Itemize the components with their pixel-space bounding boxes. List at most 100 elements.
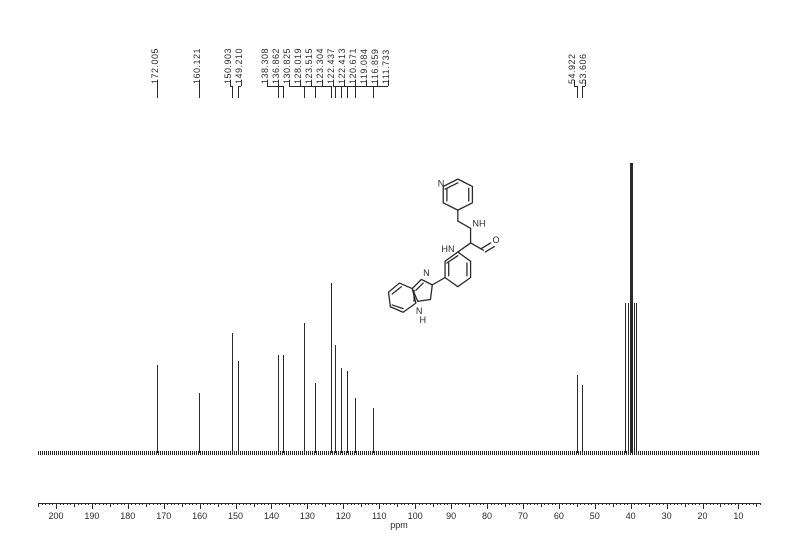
x-tick-minor [519,503,520,505]
x-tick-mid [397,503,398,507]
x-tick-minor [99,503,100,505]
peak-label: 150.903 [223,48,233,84]
x-tick-minor [45,503,46,505]
x-tick-minor [135,503,136,505]
x-tick-minor [742,503,743,505]
x-tick-minor [458,503,459,505]
x-tick-label: 130 [300,511,315,521]
x-tick-minor [351,503,352,505]
x-tick-minor [512,503,513,505]
x-tick-minor [404,503,405,505]
x-tick-minor [117,503,118,505]
x-tick-minor [336,503,337,505]
x-tick-label: 20 [698,511,708,521]
x-tick-mid [146,503,147,507]
x-tick-minor [616,503,617,505]
x-tick-minor [394,503,395,505]
x-tick-minor [42,503,43,505]
peak-label-drop [347,86,348,98]
peak-label: 123.304 [315,48,325,84]
x-tick-minor [422,503,423,505]
x-tick-label: 140 [264,511,279,521]
peak [199,393,200,453]
x-tick-major [559,503,560,509]
x-tick-minor [340,503,341,505]
peak-label: 149.210 [234,48,244,84]
peak-label: 122.413 [337,48,347,84]
peak [341,368,342,453]
x-tick-minor [268,503,269,505]
x-tick-minor [627,503,628,505]
x-tick-label: 170 [156,511,171,521]
x-tick-minor [210,503,211,505]
peak [278,355,279,453]
x-tick-mid [289,503,290,507]
x-tick-minor [214,503,215,505]
solvent-satellite [634,303,635,453]
x-tick-minor [390,503,391,505]
x-tick-minor [171,503,172,505]
x-tick-minor [555,503,556,505]
x-tick-minor [598,503,599,505]
peak-label-drop [577,86,578,98]
x-tick-minor [368,503,369,505]
x-tick-label: 110 [372,511,386,521]
x-tick-mid [110,503,111,507]
molecule-svg: N NH O HN N N H [330,170,520,325]
x-tick-minor [358,503,359,505]
peak [335,368,336,453]
x-tick-mid [685,503,686,507]
x-tick-label: 50 [590,511,600,521]
x-tick-label: 200 [48,511,63,521]
x-tick-minor [250,503,251,505]
svg-text:H: H [420,315,427,325]
x-tick-minor [412,503,413,505]
x-tick-minor [494,503,495,505]
x-tick-minor [491,503,492,505]
x-tick-minor [509,503,510,505]
peak-label-drop [278,86,279,98]
peak-label: 54.922 [567,53,577,84]
x-tick-label: 180 [120,511,135,521]
baseline-noise [38,451,760,455]
peak-label: 160.121 [192,48,202,84]
x-tick-minor [311,503,312,505]
x-tick-minor [160,503,161,505]
peak [347,371,348,453]
x-tick-minor [376,503,377,505]
x-tick-minor [498,503,499,505]
x-tick-minor [386,503,387,505]
x-tick-minor [570,503,571,505]
peak-label-drop [582,86,583,98]
x-tick-major [703,503,704,509]
x-tick-minor [566,503,567,505]
peak-label-drop [335,86,336,98]
x-tick-minor [731,503,732,505]
x-tick-minor [203,503,204,505]
x-tick-minor [638,503,639,505]
x-tick-minor [322,503,323,505]
x-tick-minor [699,503,700,505]
peak-label: 138.308 [260,48,270,84]
x-tick-minor [372,503,373,505]
x-tick-minor [243,503,244,505]
x-tick-minor [189,503,190,505]
x-tick-mid [218,503,219,507]
x-tick-minor [447,503,448,505]
x-tick-major [379,503,380,509]
peak-label: 120.671 [348,48,358,84]
svg-text:O: O [492,235,499,245]
x-tick-mid [433,503,434,507]
x-tick-minor [261,503,262,505]
x-tick-mid [577,503,578,507]
x-tick-minor [695,503,696,505]
x-tick-minor [602,503,603,505]
x-tick-minor [60,503,61,505]
x-tick-minor [178,503,179,505]
x-tick-minor [297,503,298,505]
peak-label-drop [199,86,200,98]
x-tick-minor [401,503,402,505]
x-tick-minor [544,503,545,505]
x-tick-minor [207,503,208,505]
x-tick-minor [606,503,607,505]
